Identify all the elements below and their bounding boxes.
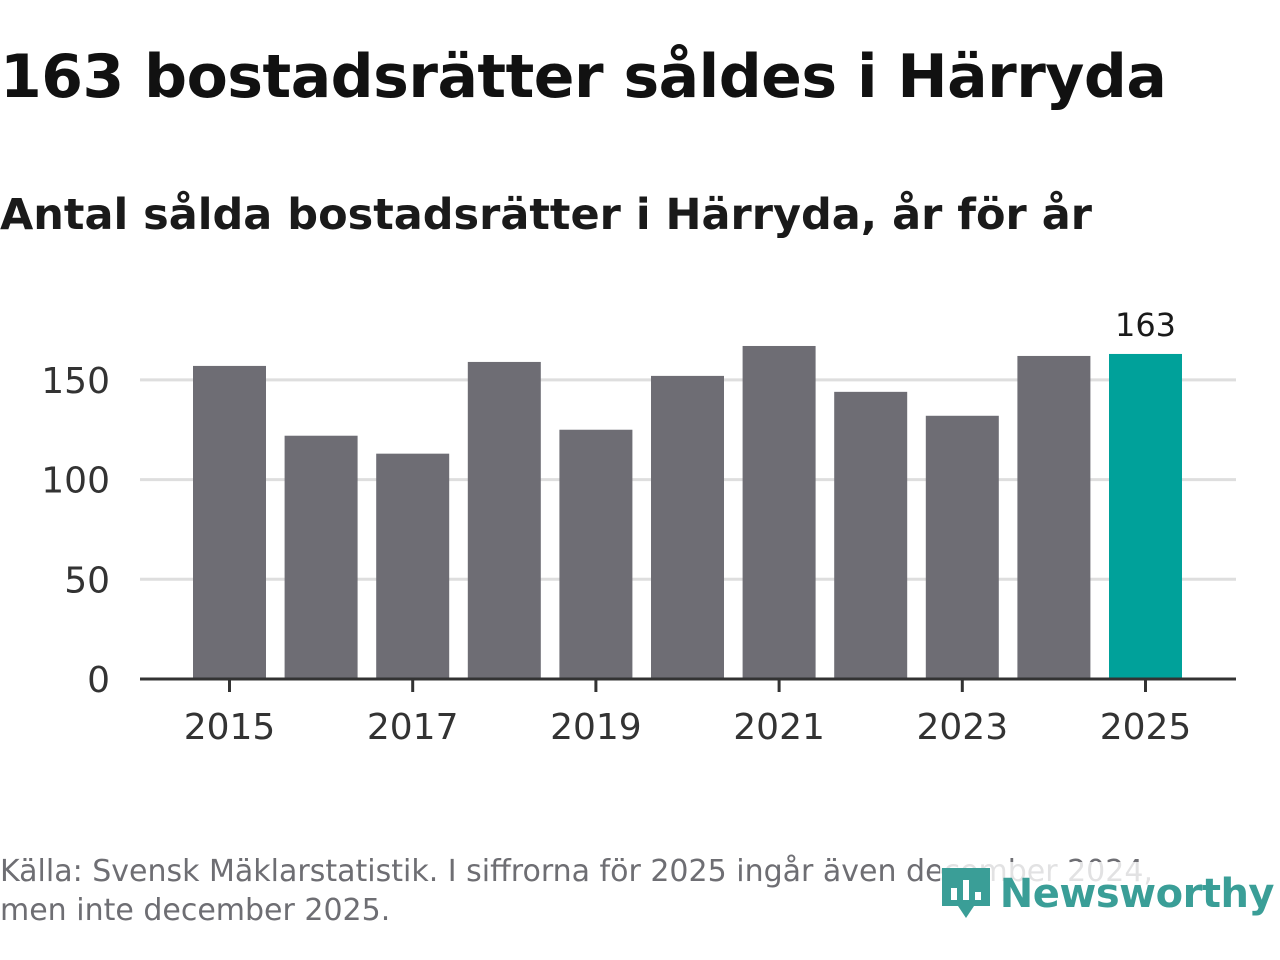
y-tick-label: 50 — [64, 560, 110, 601]
source-line-2: men inte december 2025. — [0, 893, 391, 928]
bars — [193, 345, 1182, 679]
bar-2020 — [651, 375, 724, 679]
newsworthy-logo-icon — [941, 868, 990, 918]
bar-2015 — [193, 365, 266, 679]
bar-2016 — [284, 435, 358, 679]
x-tick-label: 2015 — [184, 707, 276, 748]
bar-chart: 0 50 100 150 2015 2017 2019 2021 2023 2025 163 — [41, 306, 1236, 748]
labels: 0 50 100 150 2015 2017 2019 2021 2023 2025 163 — [41, 306, 1191, 748]
x-tick-label: 2021 — [733, 707, 825, 748]
data-label: 163 — [1115, 306, 1176, 344]
newsworthy-logo-text: Newsworthy — [999, 871, 1275, 917]
bar-2019 — [559, 429, 633, 679]
x-tick-label: 2023 — [916, 707, 1008, 748]
bar-2025 — [1109, 353, 1182, 679]
bar-2021 — [742, 345, 816, 679]
bar-2022 — [834, 391, 908, 679]
bar-2017 — [376, 453, 450, 679]
y-tick-label: 100 — [41, 461, 110, 502]
x-tick-label: 2017 — [367, 707, 459, 748]
x-tick-label: 2025 — [1100, 707, 1192, 748]
y-tick-label: 0 — [87, 660, 110, 701]
page-title: 163 bostadsrätter såldes i Härryda — [0, 42, 1167, 112]
bar-2018 — [467, 361, 541, 679]
x-tick-label: 2019 — [550, 707, 642, 748]
y-tick-label: 150 — [41, 361, 110, 402]
bar-2024 — [1017, 355, 1091, 679]
newsworthy-logo: Newsworthy — [939, 862, 1275, 926]
axes — [140, 677, 1236, 692]
bar-2023 — [925, 415, 999, 679]
chart-subtitle: Antal sålda bostadsrätter i Härryda, år … — [0, 190, 1092, 240]
